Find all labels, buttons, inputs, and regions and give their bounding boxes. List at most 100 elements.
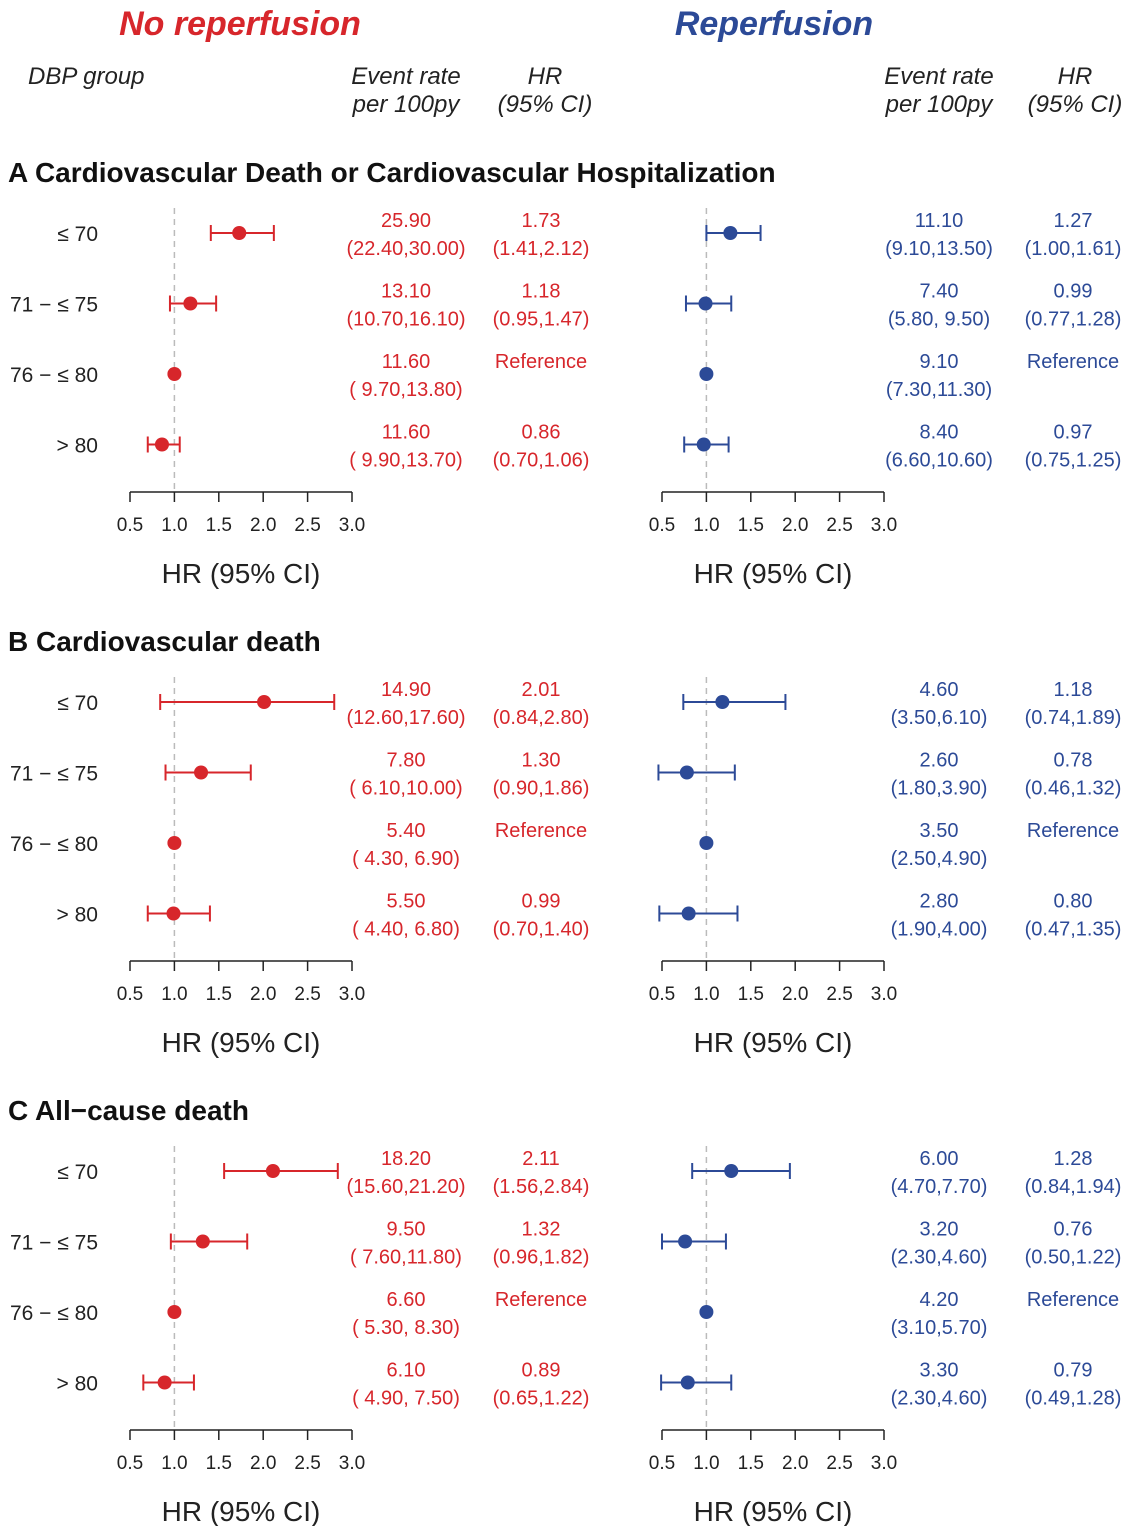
event-rate-ci: (2.30,4.60) [891, 1388, 988, 1410]
hr-value: 0.99 [522, 891, 561, 913]
event-rate-ci: (5.80, 9.50) [888, 309, 990, 331]
x-axis-label: HR (95% CI) [162, 1496, 321, 1526]
hr-point [724, 1164, 739, 1178]
hr-value: 0.99 [1054, 281, 1093, 303]
x-tick-label: 1.5 [206, 984, 232, 1005]
hr-ci: (1.00,1.61) [1025, 238, 1122, 260]
x-axis-label: HR (95% CI) [694, 1496, 853, 1526]
right-rate-header-line2: per 100py [885, 91, 995, 118]
x-axis-label: HR (95% CI) [694, 558, 853, 589]
hr-value: 1.28 [1054, 1148, 1093, 1170]
hr-point [157, 1375, 172, 1390]
hr-value: 0.76 [1054, 1219, 1093, 1241]
hr-value: 0.89 [522, 1360, 561, 1382]
hr-point [678, 1234, 693, 1249]
event-rate-ci: (15.60,21.20) [347, 1176, 466, 1198]
hr-ci: (0.90,1.86) [493, 778, 590, 800]
event-rate-value: 5.50 [387, 891, 426, 913]
event-rate-value: 7.40 [920, 281, 959, 303]
x-tick-label: 0.5 [649, 515, 675, 536]
x-tick-label: 3.0 [339, 515, 365, 536]
dbp-group-label: 71 − ≤ 75 [10, 763, 98, 786]
hr-value: 1.73 [522, 210, 561, 232]
hr-ci: (0.65,1.22) [493, 1388, 590, 1410]
event-rate-value: 3.50 [920, 820, 959, 842]
sections-layer: A Cardiovascular Death or Cardiovascular… [8, 157, 1121, 1526]
event-rate-ci: (2.30,4.60) [891, 1247, 988, 1269]
dbp-group-label: 76 − ≤ 80 [10, 833, 98, 856]
hr-ci: (0.96,1.82) [493, 1247, 590, 1269]
x-tick-label: 1.0 [161, 984, 187, 1005]
x-tick-label: 2.0 [782, 515, 808, 536]
event-rate-value: 9.50 [387, 1219, 426, 1241]
hr-value: 1.18 [1054, 679, 1093, 701]
hr-point [699, 1305, 714, 1319]
hr-ci: (0.74,1.89) [1025, 707, 1122, 729]
x-tick-label: 1.0 [693, 984, 719, 1005]
event-rate-value: 6.00 [920, 1148, 959, 1170]
hr-point [696, 437, 711, 452]
hr-point [715, 695, 730, 709]
hr-value: 0.80 [1054, 891, 1093, 913]
section-title: A Cardiovascular Death or Cardiovascular… [8, 157, 776, 188]
hr-point [698, 296, 713, 311]
x-tick-label: 0.5 [649, 1453, 675, 1474]
x-tick-label: 3.0 [871, 515, 897, 536]
left-rate-header-line2: per 100py [352, 91, 462, 118]
hr-ci: (0.46,1.32) [1025, 778, 1122, 800]
event-rate-value: 3.20 [920, 1219, 959, 1241]
event-rate-ci: (22.40,30.00) [347, 238, 466, 260]
hr-point [195, 1234, 210, 1249]
hr-ci: (0.70,1.40) [493, 919, 590, 941]
x-tick-label: 0.5 [649, 984, 675, 1005]
x-tick-label: 1.0 [693, 1453, 719, 1474]
left-hr-header-line1: HR [528, 63, 563, 90]
x-tick-label: 3.0 [871, 1453, 897, 1474]
event-rate-value: 8.40 [920, 422, 959, 444]
dbp-group-label: ≤ 70 [57, 1161, 98, 1184]
hr-value: Reference [495, 820, 587, 842]
hr-point [257, 695, 272, 709]
x-axis-label: HR (95% CI) [162, 1027, 321, 1058]
left-hr-header-line2: (95% CI) [498, 91, 593, 118]
event-rate-value: 2.60 [920, 750, 959, 772]
hr-point [681, 906, 696, 921]
event-rate-ci: (7.30,11.30) [886, 379, 992, 401]
reperfusion-title: Reperfusion [675, 5, 873, 43]
event-rate-ci: (3.50,6.10) [891, 707, 988, 729]
x-tick-label: 2.0 [250, 515, 276, 536]
dbp-group-label: 76 − ≤ 80 [10, 1302, 98, 1325]
x-tick-label: 1.0 [161, 1453, 187, 1474]
hr-value: 1.27 [1054, 210, 1093, 232]
x-tick-label: 2.0 [782, 984, 808, 1005]
event-rate-value: 25.90 [381, 210, 431, 232]
x-tick-label: 1.5 [738, 515, 764, 536]
event-rate-value: 11.60 [382, 422, 431, 444]
event-rate-ci: ( 4.90, 7.50) [352, 1388, 460, 1410]
dbp-group-label: > 80 [57, 904, 98, 927]
event-rate-value: 6.60 [387, 1289, 426, 1311]
dbp-group-label: > 80 [57, 435, 98, 458]
event-rate-ci: (4.70,7.70) [891, 1176, 988, 1198]
event-rate-value: 6.10 [387, 1360, 426, 1382]
hr-ci: (0.49,1.28) [1025, 1388, 1122, 1410]
hr-ci: (0.95,1.47) [493, 309, 590, 331]
x-tick-label: 1.5 [206, 515, 232, 536]
hr-ci: (0.47,1.35) [1025, 919, 1122, 941]
event-rate-value: 18.20 [381, 1148, 431, 1170]
event-rate-value: 11.10 [915, 210, 964, 232]
event-rate-value: 14.90 [381, 679, 431, 701]
hr-point [232, 226, 247, 240]
event-rate-ci: (1.80,3.90) [891, 778, 988, 800]
event-rate-value: 4.20 [920, 1289, 959, 1311]
hr-ci: (1.41,2.12) [493, 238, 590, 260]
hr-ci: (0.50,1.22) [1025, 1247, 1122, 1269]
dbp-group-label: 76 − ≤ 80 [10, 364, 98, 387]
section-title: B Cardiovascular death [8, 626, 321, 657]
event-rate-ci: ( 7.60,11.80) [350, 1247, 462, 1269]
event-rate-ci: (12.60,17.60) [347, 707, 466, 729]
event-rate-ci: (3.10,5.70) [891, 1317, 988, 1339]
right-hr-header-line2: (95% CI) [1028, 91, 1123, 118]
event-rate-value: 2.80 [920, 891, 959, 913]
